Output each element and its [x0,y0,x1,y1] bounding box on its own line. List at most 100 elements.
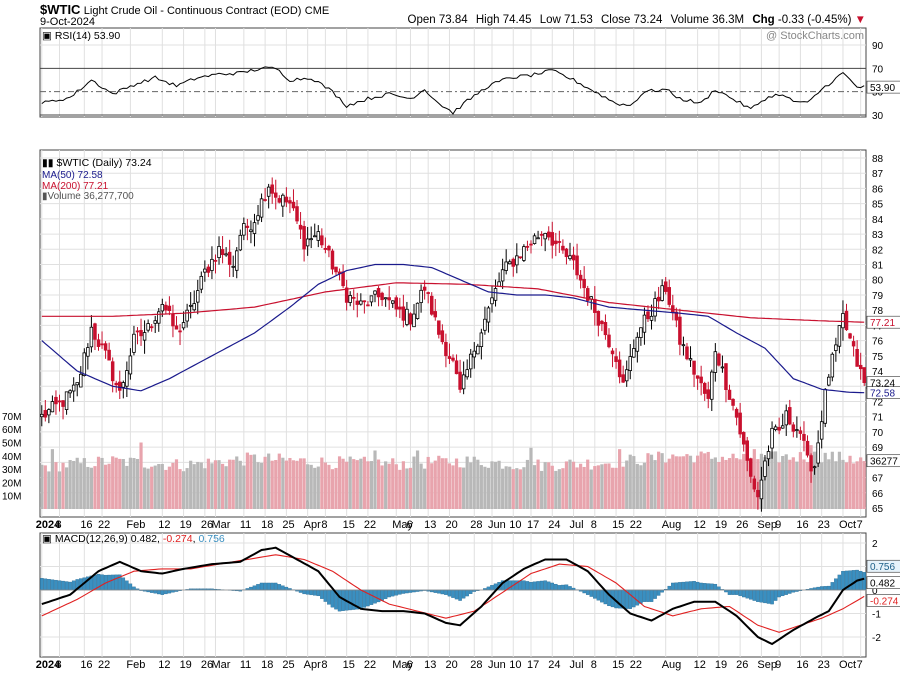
candle-body [288,200,292,204]
candle-body [837,325,842,347]
candle-body [522,246,526,261]
volume-bar [433,460,437,509]
volume-bar [596,465,600,509]
x-tick-label: 8 [55,519,61,531]
macd-hist-bar [337,589,342,612]
volume-bar [270,460,274,509]
macd-hist-bar [266,582,271,591]
macd-hist-bar [387,589,391,598]
price-tick-label: 87 [872,169,884,180]
volume-bar [75,457,79,509]
candle-body [617,359,622,378]
volume-bar [263,456,267,509]
volume-bar [54,462,58,509]
volume-bar [242,465,246,509]
candle-body [359,300,363,305]
volume-bar [142,467,147,509]
candle-body [550,232,555,246]
volume-bar [401,461,405,509]
macd-tick-label: 0 [872,586,878,597]
candle-body [266,186,271,197]
moving-averages [41,263,865,394]
candle-body [171,313,175,327]
x-tick-label: Jun [488,659,506,671]
candle-body [518,256,523,259]
macd-hist-bar [841,571,845,591]
volume-bar [68,460,72,509]
candle-body [773,426,778,430]
candle-body [220,249,225,256]
x-tick-label: 26 [736,519,748,531]
candle-body [309,238,313,241]
macd-hist-bar [274,582,278,591]
x-tick-label: 23 [818,659,830,671]
x-tick-label: 26 [201,659,213,671]
volume-bar [447,463,452,509]
macd-hist-bar [681,581,686,591]
candle-body [444,341,448,357]
ma50-tag-box [866,386,900,399]
candle-body [270,184,274,194]
x-tick-label: 11 [240,659,251,671]
candle-body [791,424,796,432]
candle-body [745,440,749,461]
candle-body [86,347,90,357]
rsi-value-tag-box [866,80,900,94]
x-tick-label: 15 [612,519,624,531]
candle-body [564,248,569,258]
x-tick-label: Oct [839,519,856,531]
volume-bar [157,464,161,509]
x-tick-label: Jul [570,659,584,671]
x-tick-label: 10 [509,519,521,531]
volume-bar [352,459,356,509]
candle-body [256,215,260,221]
volume-bar [550,465,554,509]
volume-bar [653,460,657,509]
volume-bar [291,460,296,509]
volume-bar [231,459,235,509]
macd-hist-bar [249,586,253,591]
x-tick-label: Sep [757,659,777,671]
volume-bar [600,464,604,509]
exchange: CME [304,5,330,17]
volume-bar [703,453,707,509]
candle-legend-icon: ▮▮ [42,157,54,169]
candle-body [362,300,367,303]
candle-body [802,433,806,441]
candle-body [663,281,668,292]
candle-body [593,298,597,313]
volume-bar [118,458,122,509]
macd-hist-bar [741,589,746,598]
volume-bar [323,462,327,509]
candle-body [635,336,640,352]
volume-bar [160,463,164,509]
candle-body [213,259,218,262]
volume-bar [281,457,285,509]
macd-hist-bar [383,589,388,599]
candle-body [401,306,406,321]
macd-hist-bar [309,589,313,596]
macd-hist-bar [486,586,491,591]
macd-hist-bar [692,581,696,591]
macd-hist-bar [376,589,381,603]
volume-bar [366,461,370,509]
volume-bar [738,459,742,509]
macd-hist-bar [54,579,58,591]
volume-bar [766,452,771,509]
macd-hist-bar [114,574,118,591]
volume-bar [667,458,671,509]
volume-bar [501,468,505,509]
close-label: Close [601,14,631,26]
candle-body [199,275,204,290]
x-tick-label: 15 [343,659,355,671]
candle-body [532,235,537,244]
candle-body [412,313,416,328]
x-tick-label: 18 [261,659,273,671]
volume-bar [114,457,118,509]
volume-bar [267,453,271,509]
candle-body [206,266,211,273]
ma200-legend: MA(200) 77.21 [42,181,109,192]
volume-bar [50,449,55,509]
volume-bar [220,463,225,509]
volume-bar [430,463,434,509]
